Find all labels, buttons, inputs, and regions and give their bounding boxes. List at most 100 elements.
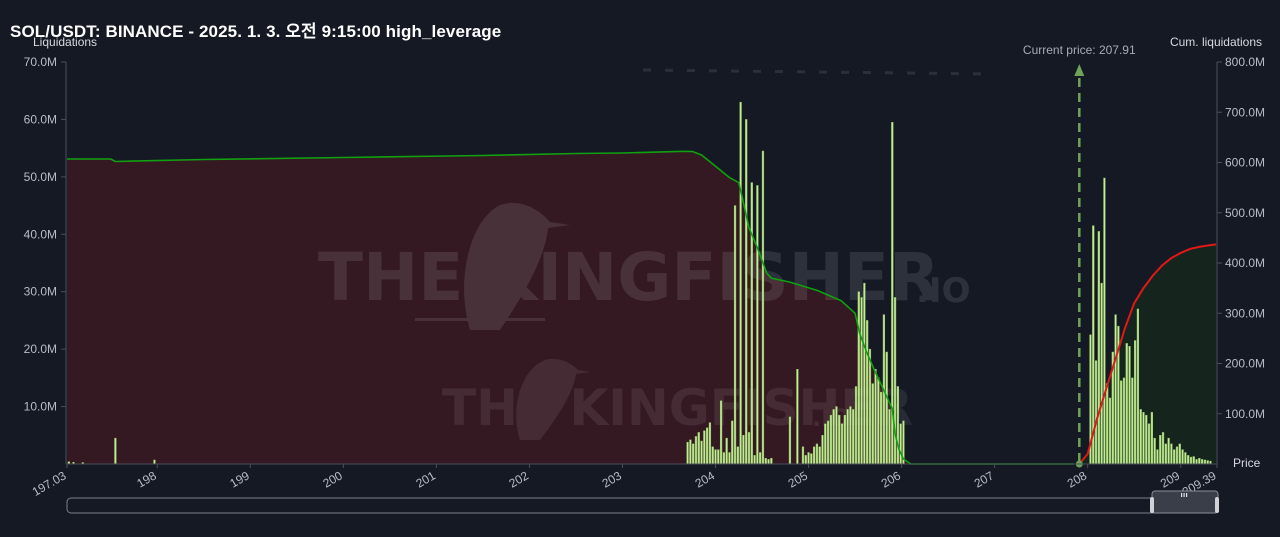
liquidation-bar bbox=[880, 391, 883, 465]
liquidation-bar bbox=[885, 351, 888, 465]
liquidation-bar bbox=[852, 409, 855, 465]
x-tick-label: 203 bbox=[600, 468, 625, 490]
liquidation-bar bbox=[1120, 380, 1123, 465]
liquidation-bar bbox=[788, 416, 792, 465]
x-axis-ticks: 197.03 198 199 200 201 202 203 204 205 206 207 208 2… bbox=[30, 464, 1219, 499]
liquidation-bar bbox=[761, 150, 765, 465]
liquidation-bar bbox=[1097, 231, 1100, 465]
liquidation-bar bbox=[877, 377, 880, 465]
y2-tick-label: 300.0M bbox=[1225, 306, 1265, 320]
liquidation-bar bbox=[1103, 177, 1106, 465]
liquidation-bar bbox=[1203, 459, 1207, 465]
y-axis-label: Liquidations bbox=[33, 35, 97, 49]
liquidation-bar bbox=[725, 437, 728, 465]
liquidation-bar bbox=[1131, 377, 1134, 465]
liquidation-bar bbox=[871, 383, 874, 465]
liquidation-bar bbox=[153, 459, 156, 465]
x-tick-label: 199 bbox=[227, 468, 252, 490]
liquidation-bar bbox=[863, 282, 866, 465]
short-side-area bbox=[67, 151, 1074, 464]
liquidation-bar bbox=[1184, 452, 1187, 465]
y2-tick-label: 200.0M bbox=[1225, 357, 1265, 371]
liquidation-bar bbox=[1189, 456, 1193, 465]
cum-short-line bbox=[67, 150, 1074, 465]
y2-tick-label: 600.0M bbox=[1225, 156, 1265, 170]
liquidation-bar bbox=[706, 427, 709, 465]
liquidation-bar bbox=[1153, 437, 1156, 465]
y2-axis-label: Cum. liquidations bbox=[1170, 35, 1262, 49]
liquidation-bar bbox=[1198, 458, 1201, 465]
liquidation-bar bbox=[717, 449, 720, 465]
liquidation-bar bbox=[703, 430, 706, 465]
watermark-suffix: .IO bbox=[916, 271, 970, 311]
liquidation-bar bbox=[1125, 343, 1128, 465]
liquidation-bar bbox=[733, 205, 737, 465]
liquidation-bar bbox=[1128, 346, 1131, 465]
scrollbar-right-grip[interactable] bbox=[1215, 497, 1219, 513]
liquidation-bar bbox=[1159, 435, 1162, 465]
x-axis-label: Price bbox=[1233, 456, 1261, 470]
liquidation-bar bbox=[708, 422, 712, 465]
liquidation-bar bbox=[767, 459, 770, 465]
x-tick-label: 204 bbox=[693, 468, 718, 490]
x-tick-label: 198 bbox=[134, 468, 159, 490]
range-scrollbar[interactable] bbox=[66, 490, 1219, 514]
liquidation-bar bbox=[1114, 314, 1117, 465]
liquidation-bar bbox=[824, 423, 827, 465]
y2-tick-label: 500.0M bbox=[1225, 206, 1265, 220]
y-tick-label: 60.0M bbox=[24, 112, 57, 126]
scrollbar-left-grip[interactable] bbox=[1150, 497, 1154, 513]
y2-axis-ticks: 800.0M 700.0M 600.0M 500.0M 400.0M 300.0M 200.… bbox=[1217, 55, 1265, 421]
liquidation-bar bbox=[1181, 449, 1184, 465]
x-tick-label: 200 bbox=[320, 468, 345, 490]
liquidation-bar bbox=[739, 101, 742, 465]
x-tick-label: 197.03 bbox=[30, 468, 69, 499]
liquidation-bar bbox=[1192, 456, 1195, 465]
scrollbar-handle[interactable] bbox=[1151, 490, 1219, 514]
y-axis-ticks: 70.0M 60.0M 50.0M 40.0M 30.0M 20.0M 10.0M bbox=[24, 55, 66, 414]
liquidation-bar bbox=[722, 452, 725, 465]
liquidation-bar bbox=[1145, 414, 1148, 465]
x-tick-label: 209 bbox=[1158, 468, 1183, 490]
liquidation-bar bbox=[1156, 449, 1159, 465]
liquidation-bar bbox=[1167, 437, 1170, 465]
liquidation-bar bbox=[697, 432, 700, 465]
y-tick-label: 40.0M bbox=[24, 227, 57, 241]
x-tick-label: 208 bbox=[1065, 468, 1090, 490]
liquidation-bar bbox=[700, 440, 703, 465]
arrow-up-icon bbox=[1074, 64, 1085, 76]
liquidation-bar bbox=[731, 420, 734, 465]
liquidation-bar bbox=[756, 185, 759, 465]
liquidation-bar bbox=[846, 409, 849, 465]
liquidation-bar bbox=[813, 446, 816, 465]
liquidation-bar bbox=[714, 449, 717, 465]
liquidation-bar bbox=[838, 414, 841, 465]
liquidation-bar bbox=[1147, 423, 1151, 465]
cum-long-line bbox=[1078, 243, 1217, 465]
liquidation-bar bbox=[826, 420, 830, 465]
liquidation-bar bbox=[1170, 443, 1173, 465]
scrollbar-track[interactable] bbox=[66, 497, 1219, 514]
liquidation-bar bbox=[1200, 459, 1204, 465]
liquidation-bar bbox=[849, 406, 852, 465]
liquidation-bar bbox=[719, 400, 723, 465]
liquidation-bar bbox=[818, 446, 821, 465]
liquidation-bar bbox=[801, 446, 805, 465]
y-tick-label: 70.0M bbox=[24, 55, 57, 69]
liquidation-bar bbox=[866, 320, 869, 465]
liquidation-bar bbox=[759, 452, 762, 465]
liquidation-bar bbox=[899, 423, 902, 465]
liquidation-bar bbox=[1106, 383, 1109, 465]
y-tick-label: 20.0M bbox=[24, 342, 57, 356]
liquidation-bar bbox=[832, 409, 835, 465]
liquidation-bar bbox=[770, 458, 773, 465]
liquidation-bar bbox=[1175, 446, 1179, 465]
liquidation-bar bbox=[896, 386, 899, 465]
liquidation-bar bbox=[854, 386, 858, 465]
liquidation-bar bbox=[747, 432, 751, 465]
liquidation-bar bbox=[686, 441, 689, 465]
x-tick-label: 206 bbox=[879, 468, 904, 490]
liquidation-bar bbox=[742, 435, 745, 465]
liquidation-bar bbox=[874, 368, 877, 465]
liquidation-bar bbox=[1094, 360, 1098, 465]
